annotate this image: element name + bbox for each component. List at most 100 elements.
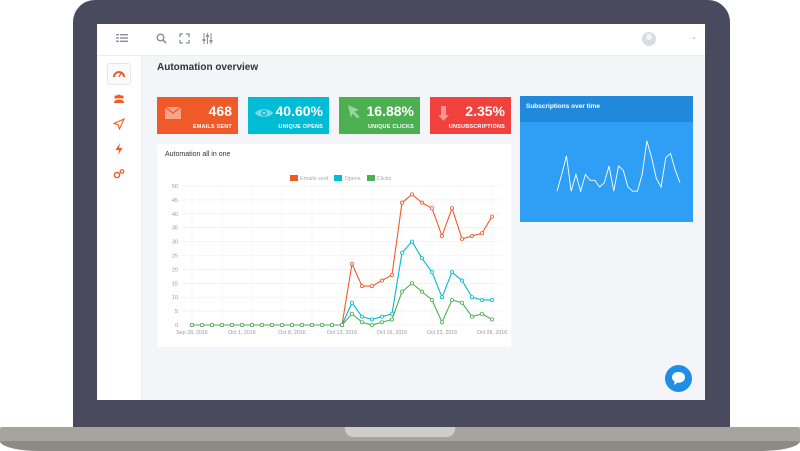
data-point — [319, 322, 324, 327]
stat-label: UNSUBSCRIPTIONS — [448, 124, 505, 130]
stat-value: 40.60% — [275, 103, 323, 119]
data-point — [230, 322, 235, 327]
data-point — [419, 200, 424, 205]
data-point — [429, 206, 434, 211]
data-point — [329, 322, 334, 327]
data-point — [479, 297, 484, 302]
y-tick-label: 40 — [172, 212, 178, 218]
data-point — [200, 322, 205, 327]
search-icon[interactable] — [154, 33, 168, 47]
chat-bubble-icon — [672, 372, 685, 385]
data-point — [459, 300, 464, 305]
y-tick-label: 20 — [172, 267, 178, 273]
y-tick-label: 50 — [172, 184, 178, 190]
data-point — [469, 314, 474, 319]
sidebar — [97, 56, 142, 400]
lightning-icon[interactable] — [107, 138, 131, 160]
data-point — [309, 322, 314, 327]
legend-label: Clicks — [376, 176, 392, 182]
data-point — [349, 261, 354, 266]
legend-item-opens[interactable]: Opens — [334, 175, 361, 182]
legend-label: Opens — [344, 176, 361, 182]
data-point — [299, 322, 304, 327]
data-point — [379, 320, 384, 325]
data-point — [399, 200, 404, 205]
x-tick-label: Sep 28, 2016 — [176, 330, 208, 336]
data-point — [409, 239, 414, 244]
sliders-icon[interactable] — [200, 33, 214, 47]
data-point — [240, 322, 245, 327]
data-point — [449, 206, 454, 211]
fullscreen-icon[interactable] — [177, 33, 191, 47]
data-point — [349, 311, 354, 316]
data-point — [260, 322, 265, 327]
legend-item-clicks[interactable]: Clicks — [366, 175, 392, 182]
chart-legend: Emails sent Opens Clicks — [290, 175, 391, 182]
data-point — [459, 236, 464, 241]
y-tick-label: 10 — [172, 295, 178, 301]
settings-icon[interactable] — [107, 163, 131, 185]
automation-chart-card: Automation all in one Emails sent Opens … — [157, 144, 511, 347]
data-point — [190, 322, 195, 327]
y-tick-label: 30 — [172, 240, 178, 246]
data-point — [210, 322, 215, 327]
data-point — [359, 320, 364, 325]
stat-label: UNIQUE CLICKS — [368, 124, 414, 130]
data-point — [399, 250, 404, 255]
y-tick-label: 45 — [172, 198, 178, 204]
data-point — [359, 284, 364, 289]
data-point — [339, 322, 344, 327]
data-point — [469, 295, 474, 300]
data-point — [250, 322, 255, 327]
legend-item-emails-sent[interactable]: Emails sent — [290, 175, 328, 182]
data-point — [429, 270, 434, 275]
data-point — [409, 192, 414, 197]
user-avatar[interactable] — [642, 32, 656, 46]
chat-button[interactable] — [665, 365, 692, 392]
stat-label: UNIQUE OPENS — [278, 124, 323, 130]
data-point — [399, 289, 404, 294]
y-tick-label: 0 — [175, 323, 178, 329]
y-tick-label: 15 — [172, 281, 178, 287]
arrow-down-icon — [438, 106, 449, 121]
page-title: Automation overview — [157, 62, 259, 73]
data-point — [439, 295, 444, 300]
app-screen: ⌄ Automation overview 468 — [97, 24, 705, 400]
laptop-base-lip — [0, 441, 800, 451]
y-tick-label: 25 — [172, 254, 178, 260]
stat-value: 468 — [208, 103, 232, 119]
user-menu-chevron-down-icon[interactable]: ⌄ — [691, 34, 697, 41]
data-point — [489, 297, 494, 302]
users-icon[interactable] — [107, 88, 131, 110]
data-point — [379, 278, 384, 283]
subscriptions-title: Subscriptions over time — [526, 103, 601, 110]
stat-value: 16.88% — [366, 103, 414, 119]
eye-icon — [255, 109, 273, 117]
data-point — [419, 256, 424, 261]
data-point — [479, 231, 484, 236]
stat-card-unsubscriptions: 2.35% UNSUBSCRIPTIONS — [430, 97, 511, 134]
data-point — [369, 317, 374, 322]
y-tick-label: 5 — [175, 309, 178, 315]
data-point — [369, 322, 374, 327]
data-point — [489, 214, 494, 219]
stat-label: EMAILS SENT — [192, 124, 232, 130]
x-tick-label: Oct 13, 2016 — [327, 330, 357, 336]
dashboard-icon[interactable] — [107, 63, 131, 85]
send-icon[interactable] — [107, 113, 131, 135]
data-point — [379, 314, 384, 319]
menu-icon[interactable] — [115, 33, 129, 47]
x-tick-label: Oct 1, 2016 — [228, 330, 255, 336]
cursor-icon — [348, 105, 360, 119]
x-tick-label: Oct 16, 2016 — [377, 330, 407, 336]
top-bar: ⌄ — [97, 24, 705, 56]
data-point — [439, 320, 444, 325]
data-point — [469, 234, 474, 239]
data-point — [389, 317, 394, 322]
data-point — [489, 317, 494, 322]
laptop-notch — [345, 427, 455, 437]
data-point — [409, 281, 414, 286]
x-tick-label: Oct 8, 2016 — [278, 330, 305, 336]
data-point — [289, 322, 294, 327]
